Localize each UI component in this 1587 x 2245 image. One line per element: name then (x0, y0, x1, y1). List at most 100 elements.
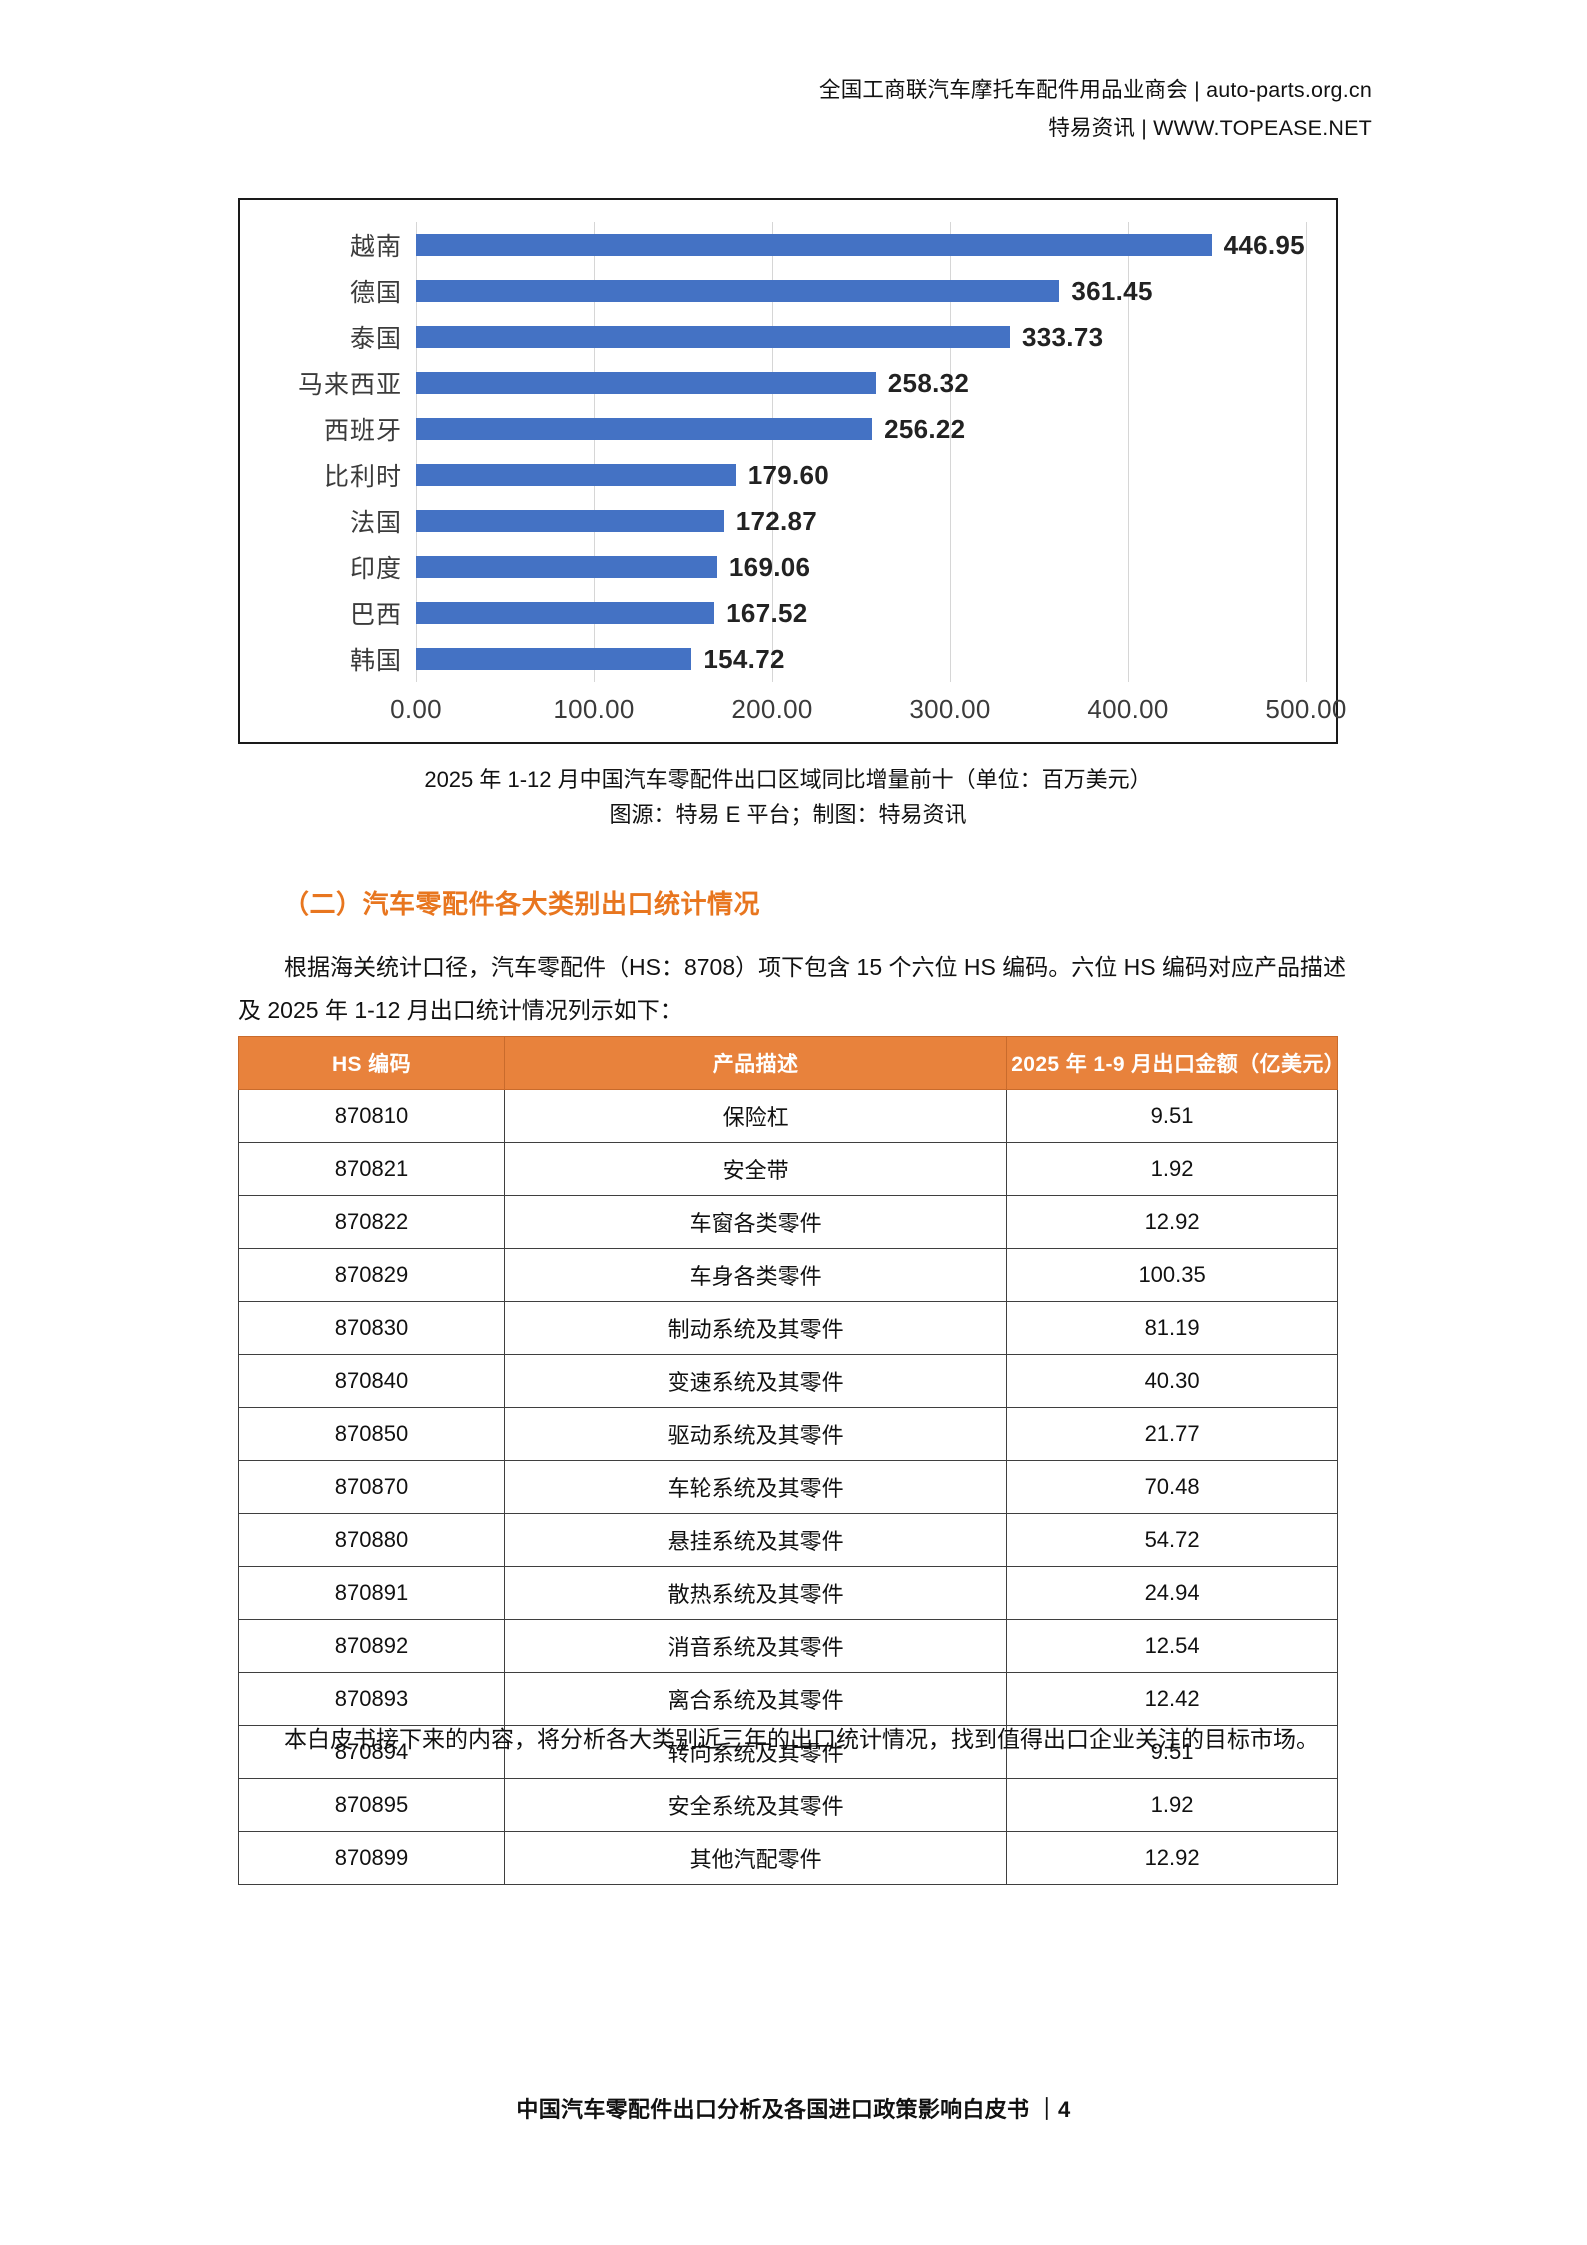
chart-x-tick-label: 400.00 (1087, 694, 1169, 724)
chart-bar (416, 464, 736, 486)
chart-plot-region: 越南 446.95 德国 361.45 泰国 333.73 马来西亚 258.32 西班牙 256… (258, 222, 1307, 682)
chart-x-tick-label: 100.00 (553, 694, 635, 724)
column-header-hs-code: HS 编码 (238, 1036, 505, 1090)
hs-code-cell: 870880 (238, 1513, 505, 1567)
chart-category-label: 泰国 (349, 325, 402, 353)
product-description-cell: 车窗各类零件 (503, 1195, 1008, 1249)
chart-bar-value-label: 154.72 (703, 643, 785, 674)
export-amount-cell: 100.35 (1006, 1248, 1338, 1302)
hs-code-cell: 870830 (238, 1301, 505, 1355)
export-amount-cell: 54.72 (1006, 1513, 1338, 1567)
chart-bar-track: 333.73 (416, 322, 1306, 352)
header-line-source: 特易资讯 | WWW.TOPEASE.NET (1048, 115, 1372, 140)
product-description-cell: 变速系统及其零件 (503, 1354, 1008, 1408)
product-description-cell: 驱动系统及其零件 (503, 1407, 1008, 1461)
table-row: 870870 车轮系统及其零件 70.48 (238, 1460, 1338, 1514)
table-row: 870891 散热系统及其零件 24.94 (238, 1566, 1338, 1620)
hs-code-cell: 870829 (238, 1248, 505, 1302)
chart-bar-value-label: 179.60 (747, 459, 830, 490)
intro-paragraph-text: 根据海关统计口径，汽车零配件（HS：8708）项下包含 15 个六位 HS 编码… (238, 954, 1346, 1023)
product-description-cell: 车身各类零件 (503, 1248, 1008, 1302)
export-amount-cell: 12.92 (1006, 1195, 1338, 1249)
chart-bar-value-label: 333.73 (1022, 321, 1104, 352)
hs-code-cell: 870892 (238, 1619, 505, 1673)
table-row: 870850 驱动系统及其零件 21.77 (238, 1407, 1338, 1461)
product-description-cell: 散热系统及其零件 (503, 1566, 1008, 1620)
chart-caption-title: 2025 年 1-12 月中国汽车零配件出口区域同比增量前十（单位：百万美元） (424, 767, 1152, 792)
chart-bar-value-label: 172.87 (735, 505, 818, 536)
header-line-organization: 全国工商联汽车摩托车配件用品业商会 | auto-parts.org.cn (819, 78, 1372, 102)
chart-gridline (1306, 222, 1307, 682)
chart-bar (416, 234, 1212, 256)
section-heading: （二）汽车零配件各大类别出口统计情况 (283, 889, 761, 919)
table-row: 870880 悬挂系统及其零件 54.72 (238, 1513, 1338, 1567)
table-row: 870894 转向系统及其零件 9.51 (238, 1725, 1338, 1779)
hs-code-cell: 870894 (238, 1725, 505, 1779)
hs-code-cell: 870821 (238, 1142, 505, 1196)
column-header-export-amount: 2025 年 1-9 月出口金额（亿美元） (1006, 1036, 1345, 1090)
product-description-cell: 安全系统及其零件 (503, 1778, 1008, 1832)
chart-category-label: 比利时 (323, 463, 402, 491)
hs-code-cell: 870893 (238, 1672, 505, 1726)
document-header: 全国工商联汽车摩托车配件用品业商会 | auto-parts.org.cn 特易… (819, 72, 1372, 147)
chart-x-tick-label: 0.00 (390, 694, 442, 724)
product-description-cell: 转向系统及其零件 (503, 1725, 1008, 1779)
chart-bar-row: 印度 169.06 (258, 552, 1306, 584)
chart-x-tick-label: 300.00 (909, 694, 991, 724)
hs-code-cell: 870895 (238, 1778, 505, 1832)
chart-bar-track: 154.72 (416, 644, 1306, 674)
chart-bar-row: 西班牙 256.22 (258, 414, 1306, 446)
export-amount-cell: 81.19 (1006, 1301, 1338, 1355)
chart-category-label: 德国 (349, 279, 402, 307)
table-header-row: HS 编码 产品描述 2025 年 1-9 月出口金额（亿美元） (238, 1036, 1345, 1090)
intro-paragraph: 根据海关统计口径，汽车零配件（HS：8708）项下包含 15 个六位 HS 编码… (238, 946, 1346, 1031)
hs-code-table-container: HS 编码 产品描述 2025 年 1-9 月出口金额（亿美元） 870810 保… (238, 1036, 1345, 1885)
chart-x-tick-label: 200.00 (731, 694, 813, 724)
product-description-cell: 离合系统及其零件 (503, 1672, 1008, 1726)
chart-bar-row: 泰国 333.73 (258, 322, 1306, 354)
chart-caption-source: 图源：特易 E 平台；制图：特易资讯 (609, 802, 967, 828)
chart-bar-value-label: 446.95 (1223, 229, 1305, 260)
chart-category-label: 越南 (349, 233, 402, 261)
chart-bar-track: 256.22 (416, 414, 1306, 444)
chart-bar-row: 越南 446.95 (258, 230, 1306, 262)
table-row: 870893 离合系统及其零件 12.42 (238, 1672, 1338, 1726)
export-amount-cell: 1.92 (1006, 1142, 1338, 1196)
chart-bar (416, 280, 1060, 302)
export-amount-cell: 12.92 (1006, 1831, 1338, 1885)
chart-bar (416, 510, 724, 532)
export-amount-cell: 24.94 (1006, 1566, 1338, 1620)
chart-bar-value-label: 167.52 (726, 597, 808, 628)
export-amount-cell: 12.42 (1006, 1672, 1338, 1726)
chart-bar-track: 258.32 (416, 368, 1306, 398)
table-row: 870899 其他汽配零件 12.92 (238, 1831, 1338, 1885)
chart-bar-row: 巴西 167.52 (258, 597, 1306, 630)
chart-bar-track: 446.95 (416, 230, 1306, 260)
product-description-cell: 车轮系统及其零件 (503, 1460, 1008, 1514)
chart-bar-value-label: 169.06 (728, 551, 811, 582)
chart-category-label: 巴西 (349, 601, 402, 629)
export-amount-cell: 21.77 (1006, 1407, 1338, 1461)
chart-category-label: 印度 (349, 555, 402, 583)
chart-bar-row: 德国 361.45 (258, 276, 1306, 308)
table-row: 870829 车身各类零件 100.35 (238, 1248, 1338, 1302)
chart-category-label: 马来西亚 (297, 371, 402, 399)
export-amount-cell: 12.54 (1006, 1619, 1338, 1673)
chart-frame: 越南 446.95 德国 361.45 泰国 333.73 马来西亚 258.32 西班牙 256… (238, 198, 1346, 744)
chart-bar-row: 法国 172.87 (258, 506, 1306, 538)
chart-bar (416, 418, 873, 440)
product-description-cell: 悬挂系统及其零件 (503, 1513, 1008, 1567)
chart-bar-row: 比利时 179.60 (258, 459, 1306, 492)
table-row: 870810 保险杠 9.51 (238, 1089, 1338, 1143)
column-header-product-description: 产品描述 (503, 1036, 1008, 1090)
chart-bar-track: 172.87 (416, 506, 1306, 536)
chart-bar-track: 361.45 (416, 276, 1306, 306)
chart-x-axis: 0.00 100.00 200.00 300.00 400.00 500.00 (258, 682, 1346, 732)
chart-category-label: 西班牙 (323, 417, 402, 445)
product-description-cell: 制动系统及其零件 (503, 1301, 1008, 1355)
chart-bar-track: 169.06 (416, 552, 1306, 582)
hs-code-cell: 870891 (238, 1566, 505, 1620)
export-amount-cell: 1.92 (1006, 1778, 1338, 1832)
export-amount-cell: 70.48 (1006, 1460, 1338, 1514)
